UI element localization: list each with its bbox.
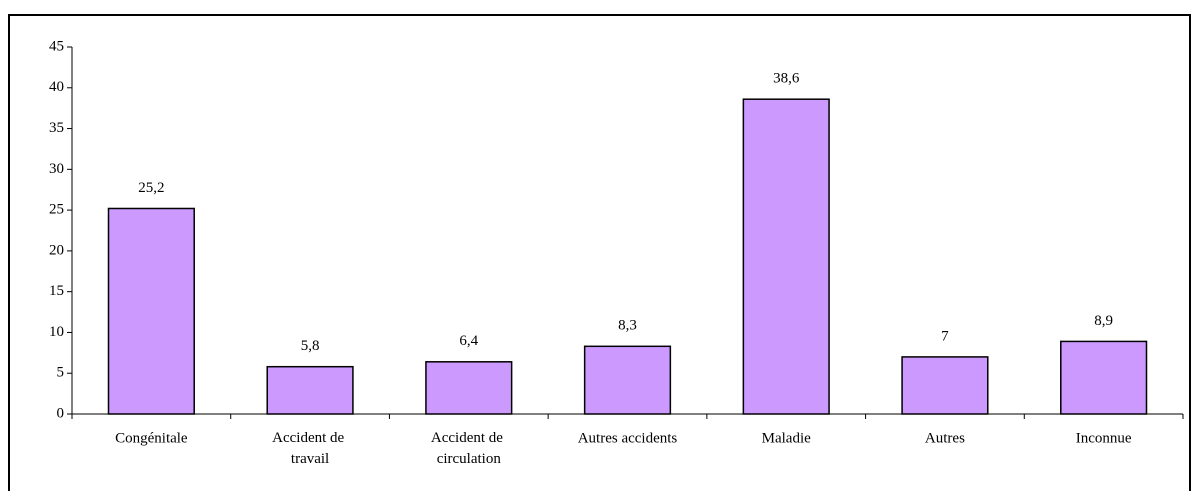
y-tick-label: 5 <box>57 365 65 381</box>
data-label: 8,9 <box>1094 313 1113 329</box>
y-tick-label: 30 <box>49 161 64 177</box>
x-tick-label: Accident de circulation <box>431 430 507 467</box>
x-tick-label: Accident de travail <box>272 430 348 467</box>
bar <box>742 98 830 415</box>
y-tick-label: 20 <box>49 242 64 258</box>
data-label: 5,8 <box>301 338 320 354</box>
bar <box>1060 340 1148 415</box>
bar <box>425 361 513 415</box>
x-tick-label: Maladie <box>762 430 811 446</box>
data-label: 8,3 <box>618 318 637 334</box>
data-label: 6,4 <box>459 333 478 349</box>
bar <box>107 207 195 415</box>
data-label: 7 <box>941 328 949 344</box>
x-tick-label-line: Accident de <box>431 430 507 446</box>
y-tick-label: 35 <box>49 120 64 136</box>
x-tick-label-line: circulation <box>437 451 502 467</box>
y-tick-label: 25 <box>49 202 64 218</box>
y-tick-label: 40 <box>49 79 64 95</box>
y-tick-label: 0 <box>57 405 65 421</box>
x-tick-label-line: travail <box>291 451 329 467</box>
y-tick-label: 10 <box>49 324 64 340</box>
bar <box>266 365 354 415</box>
x-tick-label: Inconnue <box>1076 430 1132 446</box>
bar <box>901 356 989 415</box>
data-label: 38,6 <box>773 71 800 87</box>
y-tick-label: 15 <box>49 283 64 299</box>
x-tick-label: Autres accidents <box>578 430 678 446</box>
x-tick-label: Congénitale <box>115 430 188 446</box>
y-tick-label: 45 <box>49 38 64 54</box>
x-tick-label-line: Accident de <box>272 430 348 446</box>
bar <box>583 345 672 415</box>
data-label: 25,2 <box>138 180 164 196</box>
x-tick-label: Autres <box>925 430 965 446</box>
